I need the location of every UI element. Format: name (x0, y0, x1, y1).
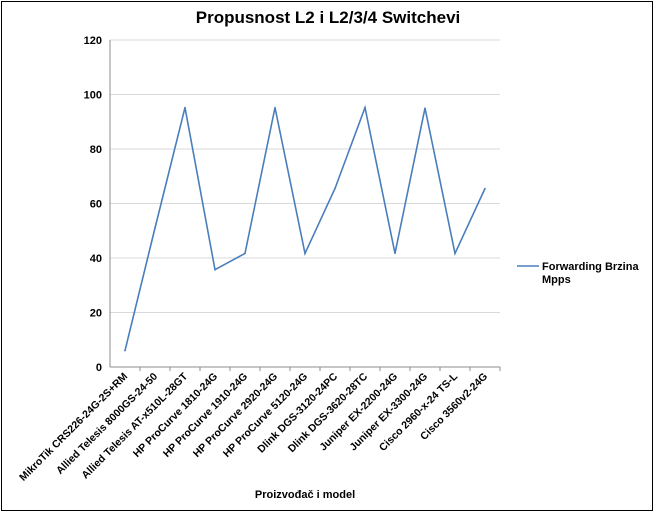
y-tick-label: 120 (84, 35, 102, 47)
series-points (124, 106, 486, 352)
data-point (274, 106, 276, 109)
data-point (364, 106, 366, 109)
data-point (184, 106, 186, 109)
data-point (454, 252, 456, 255)
data-point (334, 187, 336, 190)
chart-title: Propusnost L2 i L2/3/4 Switchevi (196, 8, 461, 27)
data-point (304, 252, 306, 255)
legend: Forwarding Brzina Mpps (517, 261, 639, 286)
y-tick-label: 80 (90, 144, 102, 156)
series-line-forwarding (124, 104, 486, 351)
data-point (214, 268, 216, 271)
y-tick-label: 40 (90, 253, 102, 265)
legend-label-line-1: Forwarding Brzina (542, 261, 639, 273)
data-point (424, 107, 426, 109)
y-tick-label: 0 (96, 362, 102, 374)
y-tick-label: 20 (90, 308, 102, 320)
x-tick-label: MikroTik CRS226-24G-2S+RM (17, 370, 130, 483)
y-tick-labels: 0 20 40 60 80 100 120 (84, 35, 102, 374)
data-point (484, 187, 486, 190)
y-tick-label: 60 (90, 199, 102, 211)
y-tick-label: 100 (84, 90, 102, 102)
axes (109, 40, 501, 371)
legend-label-line-2: Mpps (542, 274, 571, 286)
data-point (154, 227, 156, 229)
data-point (124, 349, 126, 352)
x-axis-label: Proizvođač i model (255, 489, 355, 501)
gridlines (110, 39, 500, 313)
data-point (394, 252, 396, 255)
data-point (244, 252, 246, 255)
